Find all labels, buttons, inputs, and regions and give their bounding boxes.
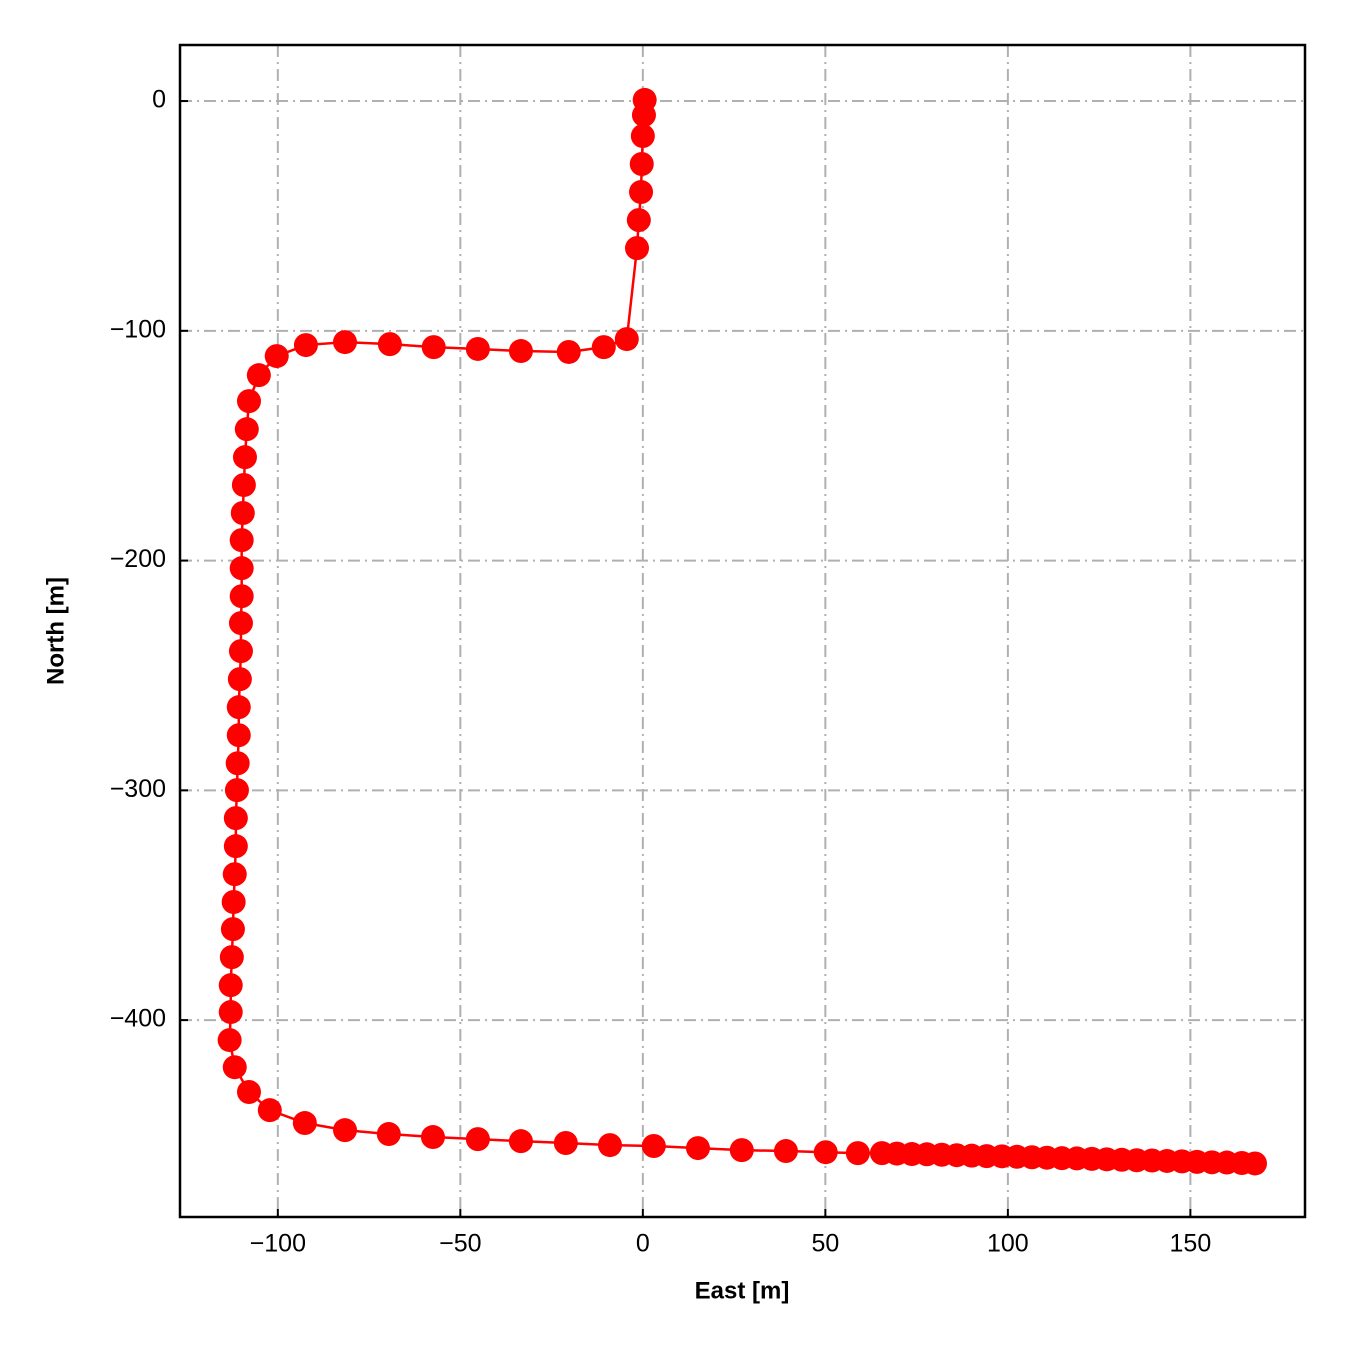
marker — [332, 1118, 357, 1143]
x-tick-label: 150 — [1170, 1230, 1212, 1258]
y-tick-label: −200 — [110, 545, 166, 573]
y-tick-label: −100 — [110, 315, 166, 343]
marker — [626, 208, 651, 233]
marker — [228, 639, 253, 664]
marker — [228, 611, 253, 636]
marker — [229, 528, 254, 553]
marker — [641, 1134, 666, 1159]
marker — [773, 1139, 798, 1164]
marker — [226, 695, 251, 720]
marker — [232, 445, 257, 470]
marker — [508, 339, 533, 364]
marker — [465, 336, 490, 361]
marker — [685, 1136, 710, 1161]
marker — [264, 344, 289, 369]
marker — [553, 1131, 578, 1156]
y-tick-label: −300 — [110, 775, 166, 803]
y-axis-label: North [m] — [42, 577, 69, 685]
marker — [292, 1111, 317, 1136]
marker — [223, 834, 248, 859]
marker — [813, 1140, 838, 1165]
marker — [218, 973, 243, 998]
marker — [231, 472, 256, 497]
marker — [220, 917, 245, 942]
marker — [221, 890, 246, 915]
marker — [508, 1129, 533, 1154]
marker — [230, 501, 255, 526]
y-tick-label: 0 — [152, 86, 166, 114]
marker — [1242, 1151, 1267, 1176]
marker — [234, 417, 259, 442]
marker — [556, 339, 581, 364]
marker — [229, 584, 254, 609]
x-tick-label: 0 — [636, 1230, 650, 1258]
marker — [332, 330, 357, 355]
marker — [729, 1138, 754, 1163]
x-tick-label: 50 — [811, 1230, 839, 1258]
marker — [421, 335, 446, 360]
marker — [625, 236, 650, 261]
marker — [597, 1133, 622, 1158]
marker — [629, 152, 654, 177]
trajectory-line — [228, 99, 1256, 1165]
marker — [236, 389, 261, 414]
x-axis-label: East [m] — [695, 1277, 790, 1304]
marker — [376, 1122, 401, 1147]
x-tick-label: −100 — [250, 1230, 306, 1258]
marker — [222, 1055, 247, 1080]
plot-frame — [178, 43, 1307, 1219]
marker — [219, 945, 244, 970]
marker — [420, 1125, 445, 1150]
marker — [224, 778, 249, 803]
y-tick-label: −400 — [110, 1005, 166, 1033]
marker — [465, 1127, 490, 1152]
marker — [217, 1028, 242, 1053]
marker — [630, 123, 655, 148]
marker — [223, 806, 248, 831]
marker — [229, 556, 254, 581]
marker — [293, 333, 318, 358]
marker — [226, 723, 251, 748]
marker — [218, 1000, 243, 1025]
marker — [631, 103, 656, 128]
marker — [591, 335, 616, 360]
marker — [222, 862, 247, 887]
marker — [257, 1098, 282, 1123]
marker — [629, 180, 654, 205]
x-tick-label: 100 — [987, 1230, 1029, 1258]
marker — [227, 667, 252, 692]
marker — [236, 1080, 261, 1105]
marker — [845, 1141, 870, 1166]
marker — [246, 363, 271, 388]
marker — [377, 332, 402, 357]
marker — [225, 751, 250, 776]
marker — [614, 327, 639, 352]
x-tick-label: −50 — [439, 1230, 481, 1258]
